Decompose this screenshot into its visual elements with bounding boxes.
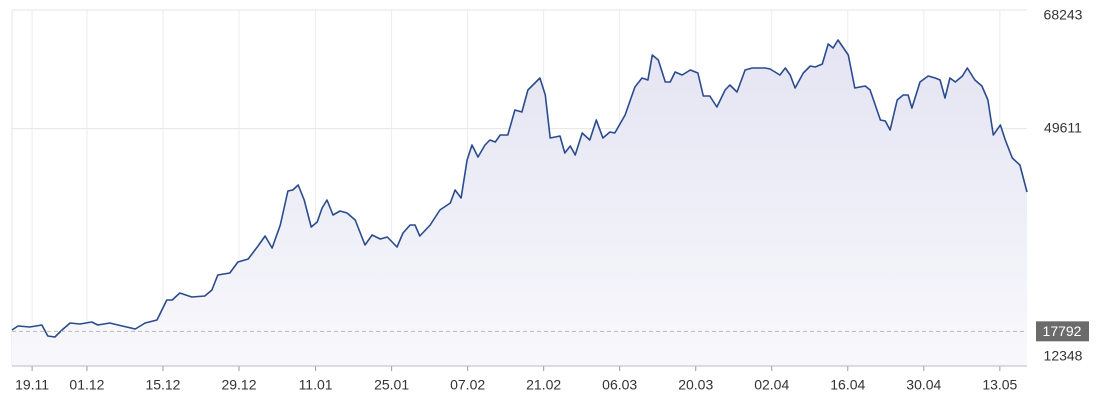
x-tick-label: 06.03	[602, 377, 637, 393]
area-fill	[12, 40, 1027, 366]
y-tick-label: 49611	[1044, 119, 1082, 135]
x-tick-label: 01.12	[69, 377, 104, 393]
y-tick-label: 12348	[1044, 348, 1083, 364]
x-tick-label: 19.11	[15, 377, 49, 393]
x-tick-label: 30.04	[906, 377, 941, 393]
x-tick-label: 13.05	[982, 377, 1017, 393]
x-tick-label: 29.12	[221, 377, 256, 393]
x-tick-label: 02.04	[754, 377, 789, 393]
x-tick-label: 21.02	[526, 377, 561, 393]
reference-label: 17792	[1043, 323, 1082, 339]
y-tick-label: 68243	[1044, 7, 1083, 23]
x-tick-label: 11.01	[299, 377, 333, 393]
reference-label-box	[1036, 321, 1089, 342]
x-tick-label: 07.02	[450, 377, 485, 393]
x-tick-label: 20.03	[678, 377, 713, 393]
price-line	[11, 39, 1028, 338]
x-tick-label: 15.12	[145, 377, 180, 393]
x-tick-label: 16.04	[830, 377, 865, 393]
x-tick-label: 25.01	[374, 377, 409, 393]
